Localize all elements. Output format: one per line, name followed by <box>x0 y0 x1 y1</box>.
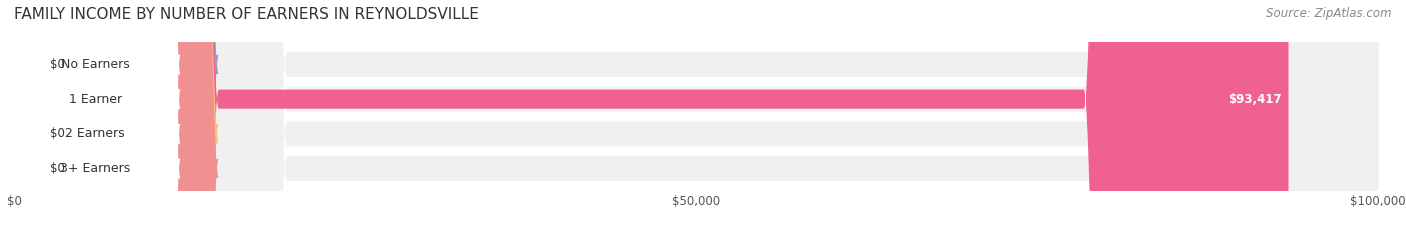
FancyBboxPatch shape <box>10 0 180 233</box>
Text: $0: $0 <box>49 58 65 71</box>
FancyBboxPatch shape <box>14 0 1378 233</box>
FancyBboxPatch shape <box>10 0 180 233</box>
Text: $93,417: $93,417 <box>1227 93 1282 106</box>
Text: $0: $0 <box>49 162 65 175</box>
Text: FAMILY INCOME BY NUMBER OF EARNERS IN REYNOLDSVILLE: FAMILY INCOME BY NUMBER OF EARNERS IN RE… <box>14 7 479 22</box>
Text: $0: $0 <box>49 127 65 140</box>
FancyBboxPatch shape <box>14 0 1378 233</box>
FancyBboxPatch shape <box>0 0 219 233</box>
FancyBboxPatch shape <box>0 0 219 233</box>
FancyBboxPatch shape <box>14 0 1288 233</box>
Text: 1 Earner: 1 Earner <box>69 93 122 106</box>
FancyBboxPatch shape <box>10 0 180 233</box>
Text: 2 Earners: 2 Earners <box>66 127 125 140</box>
Text: 3+ Earners: 3+ Earners <box>60 162 131 175</box>
Text: No Earners: No Earners <box>60 58 129 71</box>
FancyBboxPatch shape <box>10 0 180 233</box>
FancyBboxPatch shape <box>14 0 1378 233</box>
Text: Source: ZipAtlas.com: Source: ZipAtlas.com <box>1267 7 1392 20</box>
FancyBboxPatch shape <box>0 0 219 233</box>
FancyBboxPatch shape <box>14 0 1378 233</box>
